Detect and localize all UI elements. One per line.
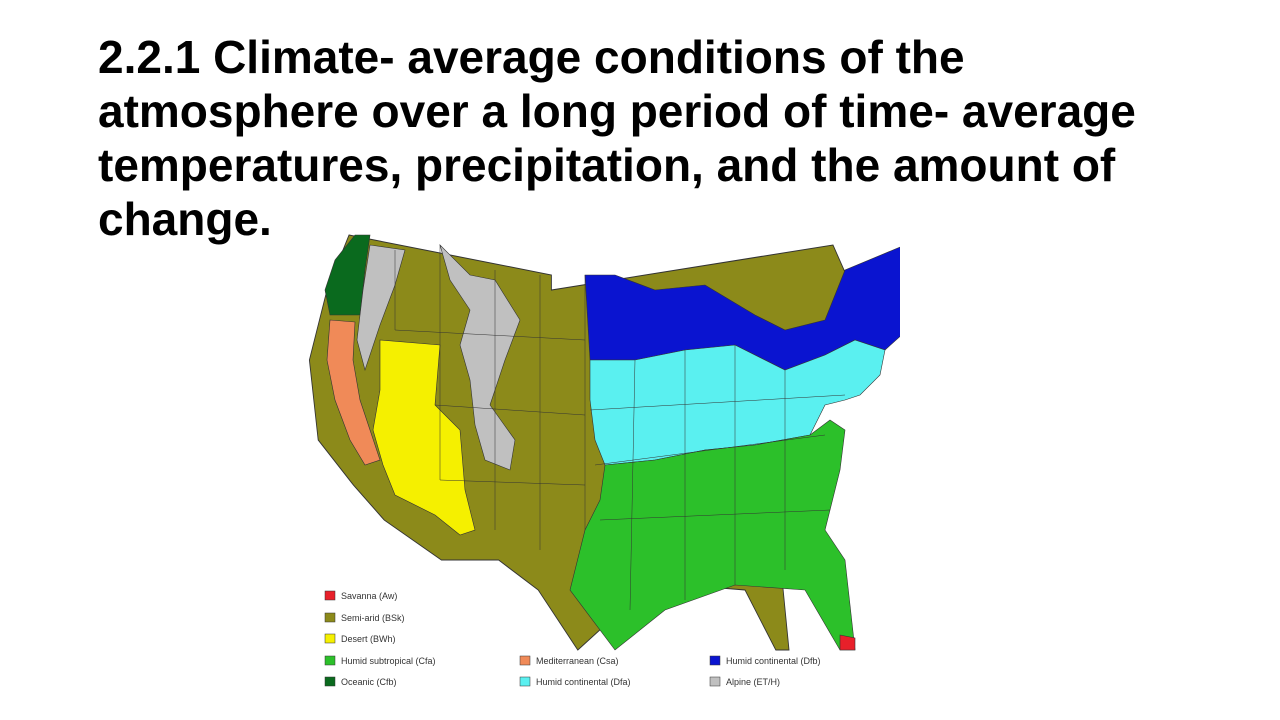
svg-text:Savanna (Aw): Savanna (Aw)	[341, 591, 397, 601]
svg-text:Humid continental (Dfa): Humid continental (Dfa)	[536, 677, 631, 687]
zone-alpine-2	[439, 243, 521, 471]
legend-item: Humid subtropical (Cfa)	[324, 655, 436, 666]
legend-item: Humid continental (Dfa)	[519, 676, 631, 687]
state-borders	[394, 245, 846, 611]
svg-text:Alpine (ET/H): Alpine (ET/H)	[726, 677, 780, 687]
climate-map: Savanna (Aw) Semi-arid (BSk) Desert (BWh…	[305, 200, 900, 705]
zone-alpine-1	[356, 244, 406, 372]
svg-text:Humid continental (Dfb): Humid continental (Dfb)	[726, 656, 821, 666]
zone-savanna	[839, 634, 856, 651]
legend-item: Savanna (Aw)	[324, 590, 397, 601]
legend-item: Alpine (ET/H)	[709, 676, 780, 687]
slide-title: 2.2.1 Climate- average conditions of the…	[98, 31, 1136, 245]
svg-text:Oceanic (Cfb): Oceanic (Cfb)	[341, 677, 397, 687]
svg-text:Desert (BWh): Desert (BWh)	[341, 634, 396, 644]
legend-item: Semi-arid (BSk)	[324, 612, 405, 623]
legend-item: Humid continental (Dfb)	[709, 655, 821, 666]
zone-humid-subtropical	[569, 419, 856, 651]
svg-text:Humid subtropical (Cfa): Humid subtropical (Cfa)	[341, 656, 436, 666]
zone-mediterranean	[326, 319, 381, 466]
zone-oceanic	[324, 234, 371, 316]
legend-item: Oceanic (Cfb)	[324, 676, 397, 687]
legend-item: Desert (BWh)	[324, 633, 396, 644]
svg-text:Semi-arid (BSk): Semi-arid (BSk)	[341, 613, 405, 623]
svg-text:Mediterranean (Csa): Mediterranean (Csa)	[536, 656, 619, 666]
map-legend: Savanna (Aw) Semi-arid (BSk) Desert (BWh…	[324, 590, 821, 687]
legend-item: Mediterranean (Csa)	[519, 655, 619, 666]
